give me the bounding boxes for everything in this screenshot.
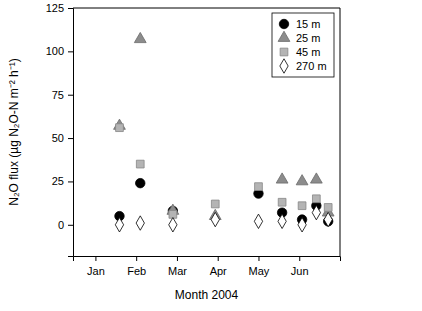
y-tick-mark — [68, 8, 73, 9]
point — [211, 200, 219, 208]
y-tick: 0 — [58, 219, 73, 231]
legend-label: 15 m — [296, 18, 320, 30]
y-axis: 0 25 50 75 100 125 — [46, 2, 74, 256]
y-tick-label: 0 — [58, 219, 64, 231]
y-tick: 125 — [46, 2, 73, 14]
points — [114, 32, 334, 232]
legend-box — [272, 13, 334, 77]
frame — [73, 8, 340, 9]
x-tick-mark — [299, 256, 300, 261]
point — [324, 212, 332, 226]
point — [136, 160, 144, 168]
plot-area: Jan Feb Mar Apr May Jun 0 25 50 75 100 125 15 m 25 m 4… — [46, 2, 341, 277]
y-tick-label: 100 — [46, 45, 64, 57]
legend-label: 45 m — [296, 46, 320, 58]
point — [136, 178, 145, 187]
series-points — [115, 178, 333, 226]
x-axis: Jan Feb Mar Apr May Jun — [74, 256, 341, 277]
point — [115, 218, 123, 232]
x-tick-label: Feb — [127, 265, 146, 277]
y-tick-mark — [68, 181, 73, 182]
y-tick-mark — [68, 51, 73, 52]
point — [211, 212, 219, 226]
point — [312, 205, 320, 219]
series-points — [115, 205, 332, 232]
x-tick-label: Jan — [87, 265, 105, 277]
y-tick-label: 75 — [52, 89, 64, 101]
frame — [340, 8, 341, 256]
y-tick: 75 — [52, 89, 73, 101]
y-tick-mark — [68, 225, 73, 226]
point — [116, 124, 124, 132]
x-tick-label: May — [249, 265, 270, 277]
series-points — [116, 124, 332, 218]
x-tick-label: Mar — [168, 265, 187, 277]
y-axis-title: N₂O flux (µg N₂O-N m⁻² h⁻¹) — [7, 58, 21, 206]
point — [296, 175, 308, 185]
y-tick-label: 125 — [46, 2, 64, 14]
y-tick-mark — [68, 95, 73, 96]
point — [255, 183, 263, 191]
point — [278, 198, 286, 206]
legend-marker — [278, 31, 290, 41]
x-tick-mark — [95, 256, 96, 261]
point — [324, 204, 332, 212]
y-tick: 25 — [52, 175, 73, 187]
point — [298, 218, 306, 232]
x-tick-mark — [136, 256, 137, 261]
y-tick-label: 50 — [52, 132, 64, 144]
point — [312, 195, 320, 203]
y-tick: 50 — [52, 132, 73, 144]
x-tick-label: Jun — [291, 265, 309, 277]
point — [136, 216, 144, 230]
legend: 15 m 25 m 45 m 270 m — [272, 13, 334, 77]
x-tick: Jun — [291, 256, 309, 277]
point — [134, 32, 146, 42]
point — [276, 173, 288, 183]
point — [298, 202, 306, 210]
y-axis-line — [68, 9, 74, 257]
point — [310, 173, 322, 183]
legend-label: 270 m — [296, 60, 327, 72]
x-tick-mark — [258, 256, 259, 261]
legend-label: 25 m — [296, 32, 320, 44]
x-tick: May — [249, 256, 270, 277]
x-axis-line — [74, 257, 341, 262]
point — [278, 214, 286, 228]
y-tick-mark — [68, 138, 73, 139]
chart: Jan Feb Mar Apr May Jun 0 25 50 75 100 125 15 m 25 m 4… — [0, 0, 422, 311]
x-tick-label: Apr — [210, 265, 227, 277]
x-tick-mark — [177, 256, 178, 261]
point — [254, 214, 262, 228]
x-tick: Mar — [168, 256, 187, 277]
y-tick-label: 25 — [52, 175, 64, 187]
series-points — [114, 32, 334, 219]
legend-marker — [280, 59, 288, 73]
y-tick: 100 — [46, 45, 73, 57]
legend-marker — [280, 48, 288, 56]
point — [169, 218, 177, 232]
x-tick-mark — [218, 256, 219, 261]
legend-marker — [279, 19, 288, 28]
x-tick: Feb — [127, 256, 146, 277]
x-tick: Apr — [210, 256, 227, 277]
x-tick: Jan — [87, 256, 105, 277]
x-axis-title: Month 2004 — [175, 288, 239, 302]
